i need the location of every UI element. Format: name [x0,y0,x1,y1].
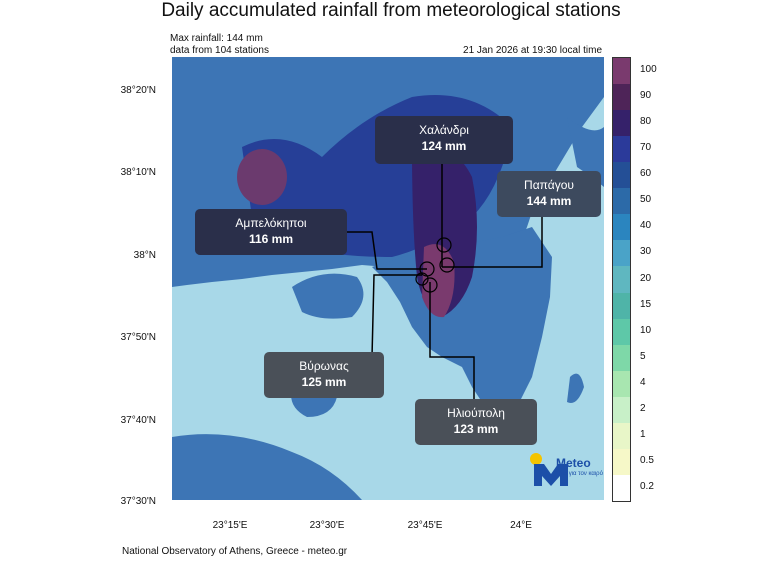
legend-label: 0.5 [640,454,654,466]
peloponnese-coast [172,434,362,500]
legend-label: 90 [640,90,652,102]
timestamp-text: 21 Jan 2026 at 19:30 local time [463,45,602,56]
map-meta: Max rainfall: 144 mm data from 104 stati… [170,33,269,57]
callout-value: 125 mm [301,375,347,389]
callout-value: 116 mm [248,232,294,246]
legend-swatch [613,422,630,449]
legend-swatch [613,58,630,85]
legend-swatch [613,448,630,475]
map-title: Daily accumulated rainfall from meteorol… [161,0,621,21]
legend-colorbar [612,57,631,502]
legend-label: 50 [640,194,652,206]
legend-label: 20 [640,272,652,284]
legend-swatch [613,318,630,345]
legend-swatch [613,370,630,397]
rain-zone-west [237,149,287,205]
legend-label: 80 [640,116,652,128]
callout-value: 144 mm [526,194,572,208]
legend-label: 10 [640,324,652,336]
callout-value: 124 mm [421,139,467,153]
legend-label: 60 [640,168,652,180]
logo-tagline: Όλα για τον καιρό [556,471,603,477]
lon-label: 23°15'E [212,520,248,531]
legend-swatch [613,214,630,241]
legend-label: 5 [640,350,646,362]
island-east [567,373,584,403]
legend-swatch [613,84,630,111]
legend-label: 2 [640,402,646,414]
legend-swatch [613,396,630,423]
lon-label: 23°45'E [407,520,443,531]
legend-label: 1 [640,428,646,440]
callout-vyronas: Βύρωνας 125 mm [264,352,384,398]
lat-label: 38°N [133,250,156,261]
legend-swatch [613,162,630,189]
legend-swatch [613,344,630,371]
callout-name: Αμπελόκηποι [235,216,307,230]
legend-swatch [613,292,630,319]
legend-swatch [613,110,630,137]
logo-brand: Meteo [556,456,591,470]
legend-label: 100 [640,64,657,76]
meteo-logo-icon [530,453,568,486]
callout-name: Παπάγου [524,178,574,192]
station-markers [415,237,455,293]
lat-label: 37°30'N [120,496,156,507]
lon-label: 24°E [510,520,532,531]
salamina-island [292,273,364,319]
legend-label: 70 [640,142,652,154]
callout-name: Χαλάνδρι [419,123,469,137]
legend-swatch [613,188,630,215]
legend-label: 40 [640,220,652,232]
footer-credit: National Observatory of Athens, Greece -… [122,546,348,557]
lat-label: 38°20'N [120,85,156,96]
lon-label: 23°30'E [309,520,345,531]
callout-ampelokipoi: Αμπελόκηποι 116 mm [195,209,347,255]
callout-chalandri: Χαλάνδρι 124 mm [375,116,513,164]
lat-label: 38°10'N [120,167,156,178]
legend-swatch [613,266,630,293]
station-count-text: data from 104 stations [170,45,269,56]
callout-value: 123 mm [453,422,499,436]
legend-label: 0.2 [640,480,654,492]
legend-swatch [613,240,630,267]
legend-label: 15 [640,298,652,310]
max-rainfall-text: Max rainfall: 144 mm [170,33,263,44]
lat-label: 37°50'N [120,332,156,343]
callout-name: Βύρωνας [299,359,349,373]
callout-papagou: Παπάγου 144 mm [497,171,601,217]
evia-coast [567,117,604,187]
legend-label: 4 [640,376,646,388]
legend-swatch [613,474,630,501]
legend-swatch [613,136,630,163]
legend-label: 30 [640,246,652,258]
callout-name: Ηλιούπολη [447,406,505,420]
callout-ilioupoli: Ηλιούπολη 123 mm [415,399,537,445]
lat-label: 37°40'N [120,415,156,426]
